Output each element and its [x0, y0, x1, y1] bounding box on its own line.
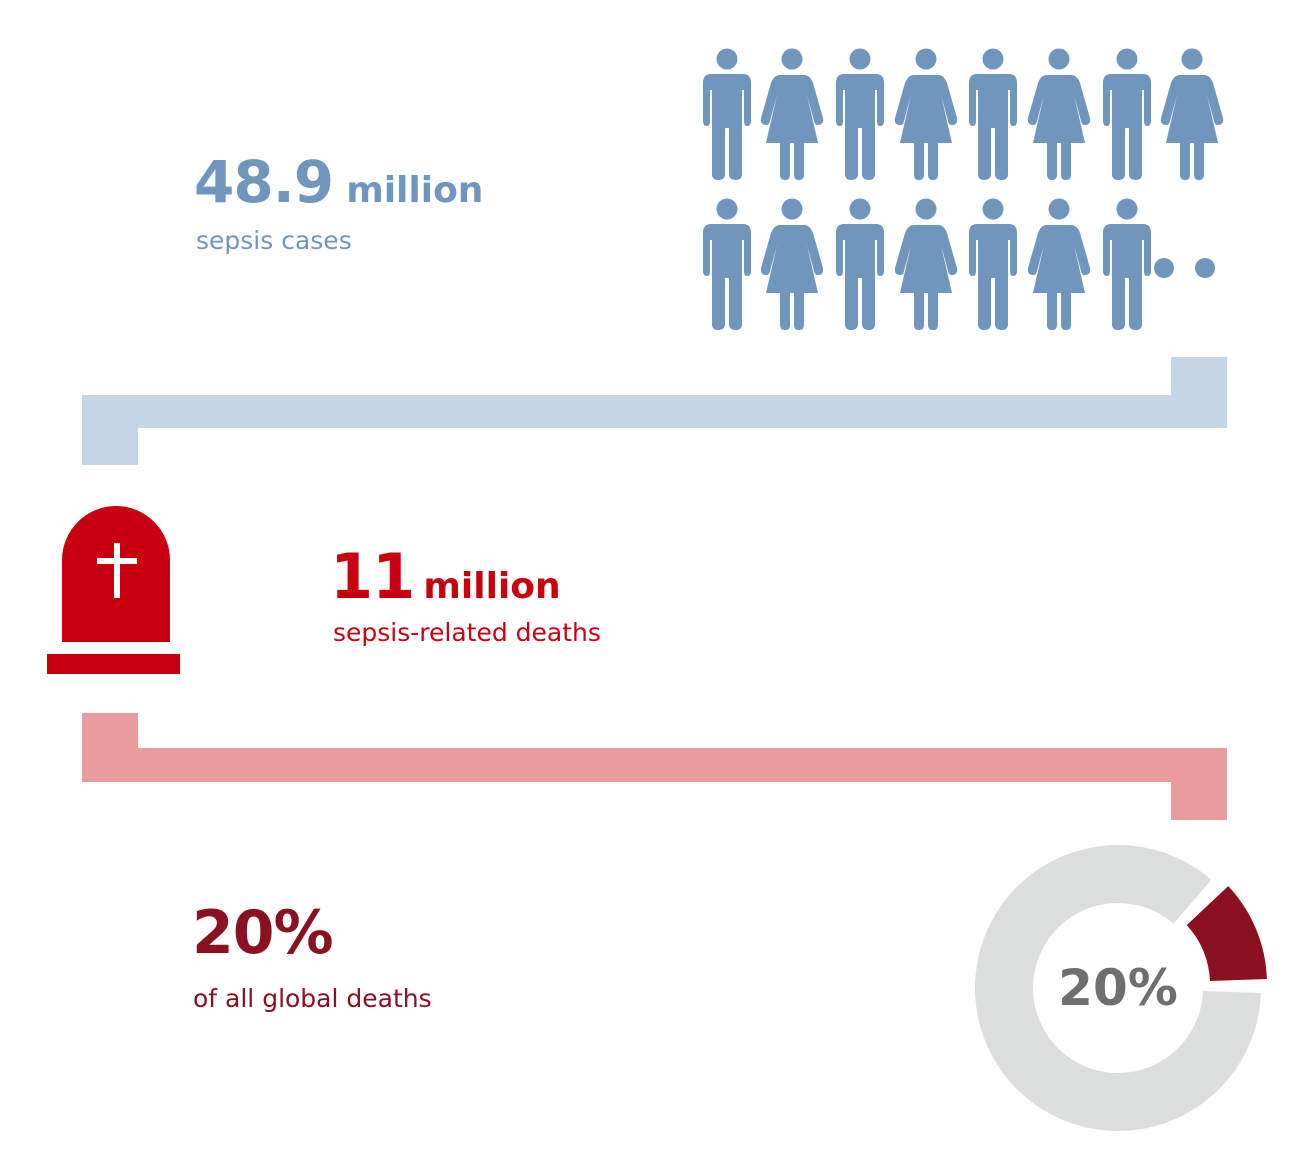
- man-icon: [703, 198, 751, 330]
- woman-icon: [894, 198, 958, 330]
- donut-center-label: 20%: [1058, 959, 1178, 1017]
- cases-bracket-left: [82, 395, 138, 465]
- deaths-bracket-right: [1171, 748, 1227, 820]
- deaths-value: 11: [330, 540, 415, 613]
- ellipsis-dot: [1113, 258, 1133, 278]
- ellipsis-dot: [1195, 258, 1215, 278]
- deaths-bracket: [82, 748, 1227, 782]
- man-icon: [969, 198, 1017, 330]
- cases-label: sepsis cases: [196, 226, 352, 255]
- man-icon: [836, 48, 884, 180]
- woman-icon: [1160, 48, 1224, 180]
- deaths-label: sepsis-related deaths: [333, 618, 601, 647]
- donut-global-deaths-slice: [1186, 886, 1267, 981]
- woman-icon: [760, 198, 824, 330]
- donut-chart: 20%: [975, 845, 1267, 1131]
- donut-rest-slice: [975, 845, 1261, 1131]
- tombstone-icon: [47, 506, 180, 674]
- man-icon: [703, 48, 751, 180]
- global-value: 20%: [192, 898, 334, 968]
- deaths-unit: million: [423, 566, 561, 607]
- cases-bracket: [82, 395, 1227, 428]
- woman-icon: [1027, 198, 1091, 330]
- deaths-bracket-left: [82, 713, 138, 782]
- people-icons: [703, 48, 1224, 330]
- cases-unit: million: [346, 170, 484, 211]
- cases-bracket-right: [1171, 357, 1227, 428]
- woman-icon: [894, 48, 958, 180]
- ellipsis-dot: [1154, 258, 1174, 278]
- woman-icon: [1027, 48, 1091, 180]
- woman-icon: [760, 48, 824, 180]
- man-icon: [1103, 48, 1151, 180]
- cases-stat: 48.9 million: [194, 148, 483, 216]
- cases-value: 48.9: [194, 148, 334, 216]
- global-label: of all global deaths: [193, 984, 432, 1013]
- man-icon: [969, 48, 1017, 180]
- deaths-stat: 11 million: [330, 540, 561, 613]
- man-icon: [836, 198, 884, 330]
